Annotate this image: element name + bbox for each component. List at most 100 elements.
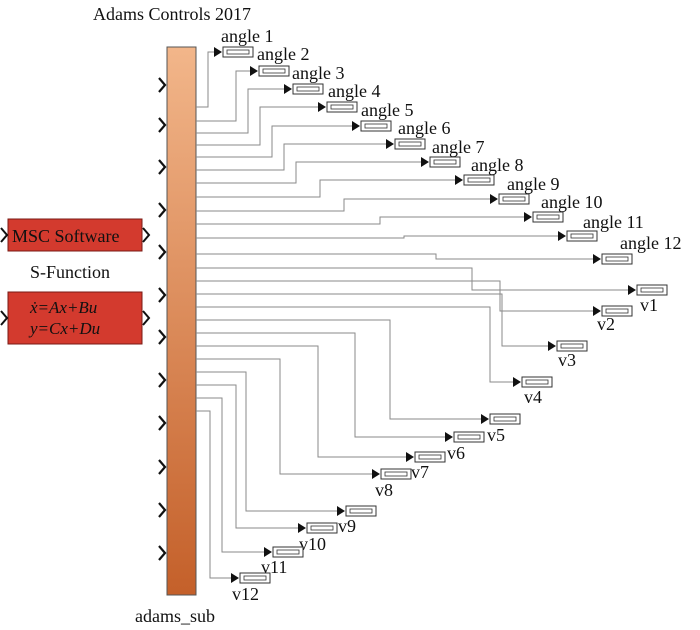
- output-label: angle 10: [541, 192, 602, 212]
- block-name: adams_sub: [135, 606, 215, 626]
- arrowhead-icon: [284, 84, 292, 94]
- output-label: v4: [524, 387, 542, 407]
- signal-wire: [196, 371, 337, 512]
- output-scope-18[interactable]: v6: [445, 431, 485, 463]
- signal-wire: [196, 306, 513, 383]
- output-scope-21[interactable]: v9: [337, 505, 377, 536]
- scope-display: [276, 549, 300, 555]
- input-port-icon: [158, 502, 167, 518]
- input-port-icon: [158, 459, 167, 475]
- output-scope-1[interactable]: angle 1: [214, 26, 273, 58]
- input-port-icon: [158, 117, 167, 133]
- arrowhead-icon: [524, 212, 532, 222]
- output-scope-7[interactable]: angle 7: [421, 137, 484, 168]
- output-scope-23[interactable]: v11: [261, 546, 304, 577]
- state-eq-1: ẋ=Ax+Bu: [29, 298, 97, 317]
- input-port-icon: [158, 77, 167, 93]
- output-label: v1: [640, 295, 658, 315]
- arrowhead-icon: [628, 285, 636, 295]
- output-scope-14[interactable]: v2: [593, 305, 633, 334]
- arrowhead-icon: [455, 175, 463, 185]
- signal-wire: [196, 235, 558, 239]
- output-label: angle 5: [361, 100, 413, 120]
- scope-display: [349, 508, 373, 514]
- arrowhead-icon: [548, 341, 556, 351]
- block-title: Adams Controls 2017: [93, 4, 251, 24]
- input-port-icon: [158, 372, 167, 388]
- output-scope-24[interactable]: v12: [231, 572, 271, 604]
- signal-wire: [196, 161, 421, 184]
- state-space-block[interactable]: [7, 291, 143, 345]
- scope-display: [330, 104, 354, 110]
- output-scope-12[interactable]: angle 12: [593, 233, 681, 265]
- arrowhead-icon: [558, 231, 566, 241]
- input-port-icon: [158, 244, 167, 260]
- output-scope-9[interactable]: angle 9: [490, 174, 559, 205]
- output-scope-8[interactable]: angle 8: [455, 155, 523, 186]
- sfunction-in-arrow-icon: [0, 310, 9, 326]
- output-scope-10[interactable]: angle 10: [524, 192, 602, 223]
- arrowhead-icon: [298, 523, 306, 533]
- output-label: v3: [558, 350, 576, 370]
- output-label: angle 8: [471, 155, 523, 175]
- sfunction-out-arrow-icon: [142, 310, 151, 326]
- arrowhead-icon: [481, 414, 489, 424]
- scope-display: [570, 233, 594, 239]
- scope-display: [226, 49, 250, 55]
- output-scope-19[interactable]: v7: [406, 451, 446, 482]
- state-eq-2: y=Cx+Du: [28, 319, 100, 338]
- output-label: v11: [261, 557, 287, 577]
- scope-display: [536, 214, 560, 220]
- scope-display: [525, 379, 549, 385]
- output-scope-17[interactable]: v5: [481, 413, 521, 445]
- signal-wire: [196, 253, 593, 260]
- scope-display: [296, 86, 320, 92]
- signal-wire: [196, 358, 372, 475]
- output-scope-2[interactable]: angle 2: [250, 44, 309, 77]
- signal-wire: [196, 51, 214, 108]
- output-scope-15[interactable]: v3: [548, 340, 588, 370]
- signal-wire: [196, 397, 264, 553]
- output-scope-22[interactable]: v10: [298, 522, 338, 554]
- output-scope-11[interactable]: angle 11: [558, 212, 644, 242]
- signal-wire: [196, 267, 628, 291]
- output-scope-13[interactable]: v1: [628, 284, 668, 315]
- output-scope-16[interactable]: v4: [513, 376, 553, 407]
- arrowhead-icon: [372, 469, 380, 479]
- input-port-icon: [158, 415, 167, 431]
- output-scope-5[interactable]: angle 5: [352, 100, 413, 132]
- scope-display: [560, 343, 584, 349]
- output-scope-4[interactable]: angle 4: [318, 81, 380, 113]
- arrowhead-icon: [406, 452, 414, 462]
- output-scope-3[interactable]: angle 3: [284, 63, 344, 95]
- output-scope-6[interactable]: angle 6: [386, 118, 450, 150]
- scope-display: [493, 416, 517, 422]
- input-port-icon: [158, 329, 167, 345]
- output-label: angle 11: [583, 212, 644, 232]
- scope-display: [262, 68, 286, 74]
- signal-wire: [196, 179, 455, 198]
- msc-in-arrow-icon: [0, 227, 9, 243]
- scope-display: [433, 159, 457, 165]
- signal-wire: [196, 198, 490, 212]
- arrowhead-icon: [214, 47, 222, 57]
- output-label: v7: [411, 462, 429, 482]
- scope-display: [398, 141, 422, 147]
- input-port-icon: [158, 287, 167, 303]
- scope-display: [243, 575, 267, 581]
- signal-wire: [196, 88, 284, 134]
- scope-display: [364, 123, 388, 129]
- signal-wire: [196, 143, 386, 171]
- scope-display: [605, 256, 629, 262]
- input-port-icon: [158, 545, 167, 561]
- msc-software-label: MSC Software: [12, 226, 120, 246]
- msc-software-block[interactable]: [7, 218, 143, 252]
- input-port-icon: [158, 159, 167, 175]
- output-scope-20[interactable]: v8: [372, 468, 412, 500]
- adams-sub-block[interactable]: [166, 46, 197, 596]
- arrowhead-icon: [318, 102, 326, 112]
- signal-wire: [196, 293, 548, 347]
- arrowhead-icon: [352, 121, 360, 131]
